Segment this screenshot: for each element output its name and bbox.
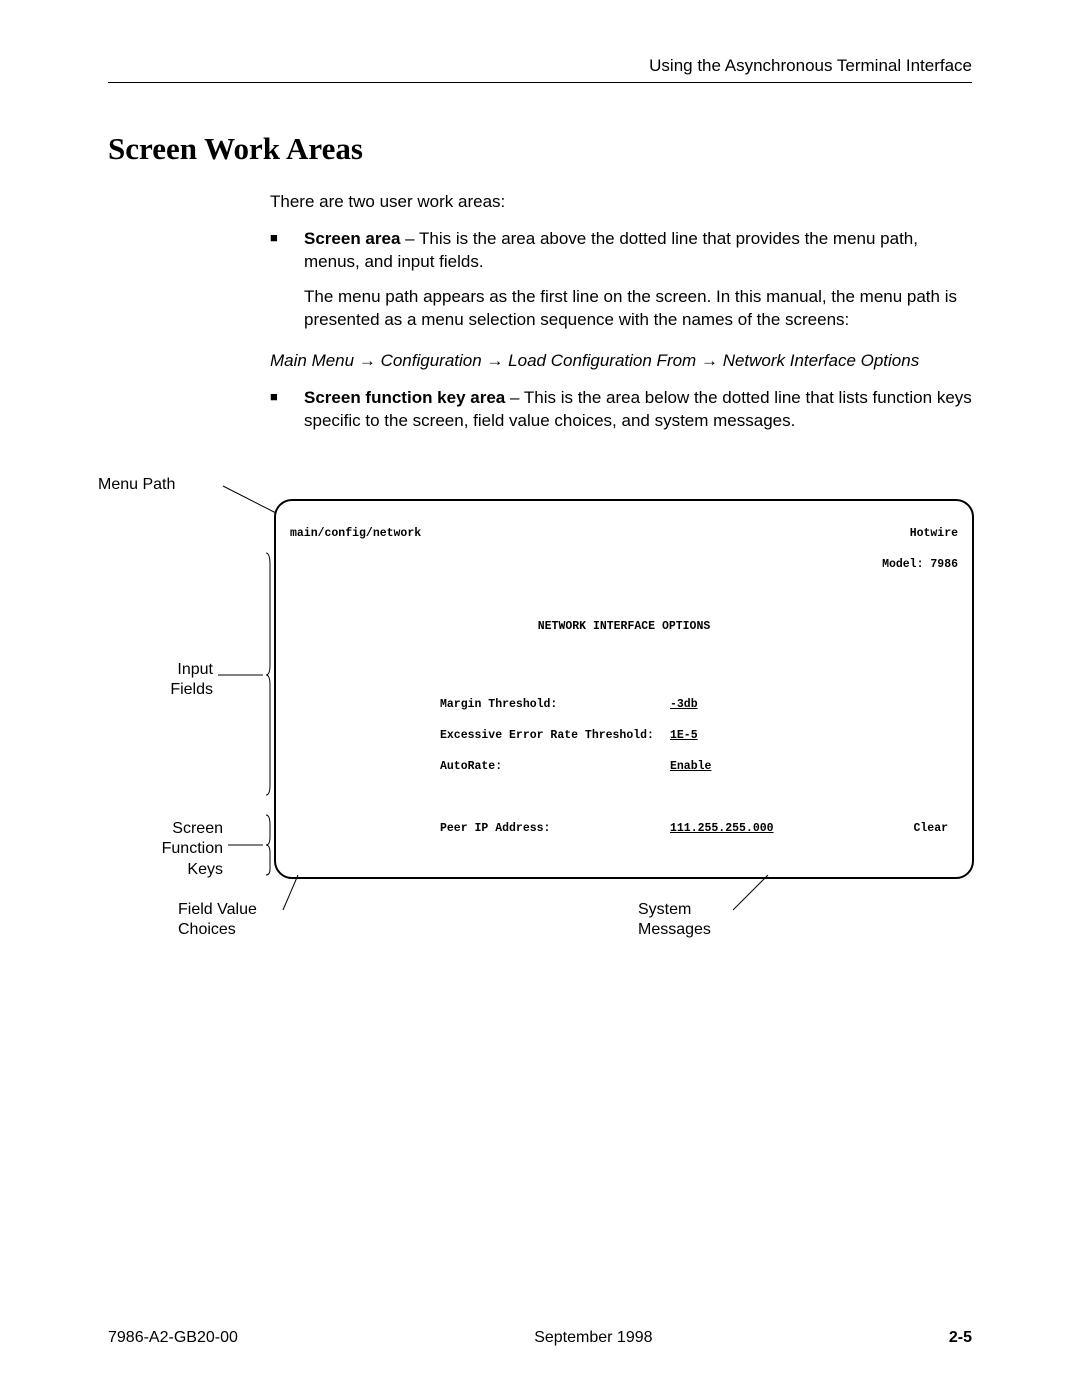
bullet-1-para2: The menu path appears as the first line … — [304, 286, 972, 332]
callout-field-choices: Field ValueChoices — [178, 900, 318, 942]
bullet-marker: ■ — [270, 228, 304, 344]
peer-value: 111.255.255.000 — [670, 822, 774, 835]
path-seg: Load Configuration From — [508, 351, 696, 370]
term-model: Model: 7986 — [882, 557, 958, 573]
callout-menu-path: Menu Path — [98, 475, 218, 496]
path-seg: Network Interface Options — [723, 351, 920, 370]
callout-text: ScreenFunctionKeys — [162, 820, 223, 879]
term-brand: Hotwire — [910, 526, 958, 542]
autorate-value: Enable — [670, 759, 711, 775]
err-label: Excessive Error Rate Threshold: — [440, 728, 670, 744]
path-seg: Configuration — [381, 351, 482, 370]
callout-text: Field ValueChoices — [178, 901, 257, 939]
callout-sys-msg: SystemMessages — [638, 900, 778, 942]
menu-path-example: Main Menu → Configuration → Load Configu… — [270, 350, 972, 373]
terminal-screen: main/config/network Hotwire Model: 7986 N… — [274, 499, 974, 879]
bullet-2: ■ Screen function key area – This is the… — [270, 387, 972, 445]
terminal-diagram: Menu Path InputFields ScreenFunctionKeys… — [108, 475, 972, 955]
page-footer: 7986-A2-GB20-00 September 1998 2-5 — [108, 1329, 972, 1347]
bullet-marker: ■ — [270, 387, 304, 445]
margin-value: -3db — [670, 697, 698, 713]
running-head: Using the Asynchronous Terminal Interfac… — [108, 56, 972, 83]
bullet-1-text: Screen area – This is the area above the… — [304, 228, 972, 274]
callout-input-fields: InputFields — [98, 660, 213, 702]
path-seg: Main Menu — [270, 351, 354, 370]
arrow-icon: → — [359, 351, 376, 370]
footer-docnum: 7986-A2-GB20-00 — [108, 1329, 238, 1347]
peer-clear: Clear — [913, 821, 958, 837]
err-value: 1E-5 — [670, 728, 698, 744]
model-value: 7986 — [930, 558, 958, 571]
footer-page: 2-5 — [949, 1329, 972, 1347]
arrow-icon: → — [486, 351, 503, 370]
bullet-1: ■ Screen area – This is the area above t… — [270, 228, 972, 344]
callout-text: SystemMessages — [638, 901, 711, 939]
autorate-label: AutoRate: — [440, 759, 670, 775]
arrow-icon: → — [701, 351, 718, 370]
peer-label: Peer IP Address: — [440, 821, 670, 837]
callout-text: InputFields — [170, 661, 213, 699]
intro-text: There are two user work areas: — [270, 191, 972, 214]
bullet-2-text: Screen function key area – This is the a… — [304, 387, 972, 433]
term-path: main/config/network — [290, 526, 421, 542]
footer-date: September 1998 — [534, 1329, 652, 1347]
bullet-2-lead: Screen function key area — [304, 388, 505, 407]
term-title: NETWORK INTERFACE OPTIONS — [290, 619, 958, 635]
model-label: Model: — [882, 558, 923, 571]
section-title: Screen Work Areas — [108, 131, 972, 167]
margin-label: Margin Threshold: — [440, 697, 670, 713]
callout-fn-keys: ScreenFunctionKeys — [98, 819, 223, 881]
bullet-1-lead: Screen area — [304, 229, 400, 248]
